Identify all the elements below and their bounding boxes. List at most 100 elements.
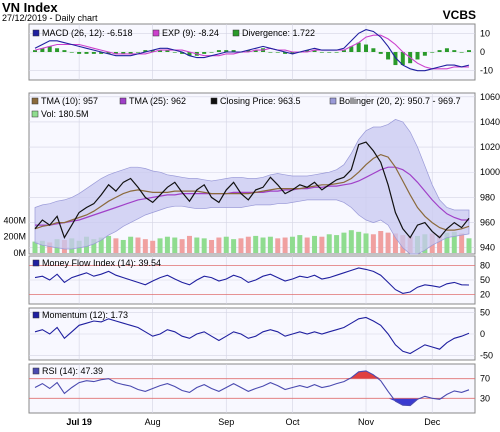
volume-bar-1 — [39, 240, 45, 253]
macd-legend-swatch-0 — [32, 29, 40, 37]
macd-div-bar-34 — [283, 52, 288, 54]
macd-div-bar-7 — [84, 52, 89, 54]
macd-div-bar-42 — [341, 50, 346, 52]
macd-div-bar-30 — [253, 50, 258, 52]
volume-bar-16 — [150, 240, 156, 253]
macd-div-bar-13 — [128, 52, 133, 54]
volume-bar-23 — [201, 238, 207, 253]
chart-title: VN Index — [2, 0, 58, 15]
macd-div-bar-55 — [437, 50, 442, 52]
macd-div-bar-24 — [209, 52, 214, 53]
macd-div-bar-10 — [106, 52, 111, 54]
macd-div-bar-44 — [356, 42, 361, 52]
macd-div-bar-37 — [305, 50, 310, 52]
volume-bar-33 — [275, 238, 281, 253]
volume-bar-41 — [334, 235, 340, 253]
x-axis-label-0: Jul 19 — [66, 417, 92, 427]
macd-div-bar-19 — [172, 52, 177, 53]
macd-div-bar-17 — [158, 50, 163, 52]
price-legend-swatch-1 — [119, 97, 127, 105]
macd-exp-line — [34, 34, 469, 70]
volume-bar-46 — [370, 234, 376, 253]
volume-bar-34 — [282, 237, 288, 253]
price-legend-swatch-4 — [31, 110, 39, 118]
x-axis-label-4: Nov — [358, 417, 375, 427]
macd-ytick-1: 0 — [480, 47, 485, 57]
x-axis-label-1: Aug — [145, 417, 161, 427]
macd-div-bar-20 — [180, 52, 185, 54]
rsi-legend-swatch — [32, 367, 40, 375]
macd-legend-label-1: EXP (9): -8.24 — [162, 28, 219, 38]
momentum-line — [34, 316, 470, 355]
mfi-ytick-2: 20 — [480, 289, 490, 299]
volume-bar-14 — [135, 237, 141, 253]
rsi-ytick-1: 30 — [480, 393, 490, 403]
macd-div-bar-1 — [40, 48, 45, 52]
volume-bar-38 — [312, 235, 318, 253]
price-legend-label-0: TMA (10): 957 — [41, 96, 98, 106]
macd-div-bar-33 — [275, 52, 280, 53]
price-legend-label-2: Closing Price: 963.5 — [220, 96, 301, 106]
volume-bar-30 — [253, 235, 259, 253]
price-legend-label-3: Bollinger (20, 2): 950.7 - 969.7 — [339, 96, 461, 106]
momentum-ytick-0: 50 — [480, 307, 490, 317]
momentum-legend-label: Momentum (12): 1.73 — [42, 310, 128, 320]
chart-date: 27/12/2019 - Daily chart — [2, 13, 98, 23]
macd-div-bar-3 — [55, 48, 60, 52]
macd-div-bar-11 — [113, 52, 118, 54]
macd-div-bar-0 — [33, 50, 37, 52]
rsi-line — [34, 370, 470, 407]
mfi-line — [34, 267, 470, 294]
price-ytick-0: 1060 — [480, 92, 500, 102]
volume-bar-11 — [113, 238, 119, 253]
volume-bar-44 — [356, 231, 362, 253]
macd-ytick-2: -10 — [480, 66, 493, 76]
macd-div-bar-9 — [99, 52, 104, 54]
macd-div-bar-43 — [349, 46, 354, 52]
price-ytick-1: 1040 — [480, 117, 500, 127]
volume-ytick-0: 400M — [3, 215, 26, 225]
price-ytick-5: 960 — [480, 218, 495, 228]
price-legend-label-4: Vol: 180.5M — [41, 109, 89, 119]
macd-div-bar-4 — [62, 50, 67, 52]
price-ytick-4: 980 — [480, 192, 495, 202]
macd-div-bar-48 — [386, 52, 391, 60]
macd-legend-label-0: MACD (26, 12): -6.518 — [42, 28, 133, 38]
macd-div-bar-49 — [393, 52, 398, 66]
macd-div-bar-40 — [327, 52, 332, 53]
macd-div-bar-18 — [165, 50, 170, 52]
macd-line — [34, 29, 470, 72]
macd-div-bar-23 — [202, 52, 207, 54]
macd-div-bar-58 — [459, 52, 464, 53]
volume-bar-8 — [91, 239, 97, 253]
price-legend-swatch-3 — [329, 97, 337, 105]
volume-bar-10 — [106, 235, 112, 253]
volume-bar-12 — [120, 239, 126, 253]
volume-bar-36 — [297, 235, 303, 253]
volume-bar-55 — [437, 235, 443, 253]
price-legend-swatch-0 — [31, 97, 39, 105]
volume-bar-28 — [238, 238, 244, 253]
volume-bar-59 — [466, 238, 472, 253]
macd-div-bar-57 — [452, 50, 457, 52]
macd-div-bar-52 — [415, 52, 420, 60]
volume-bar-40 — [326, 234, 332, 253]
macd-div-bar-54 — [430, 52, 435, 53]
volume-bar-15 — [142, 239, 148, 253]
macd-legend-swatch-1 — [152, 29, 160, 37]
volume-bar-39 — [319, 236, 325, 253]
volume-bar-37 — [304, 237, 310, 253]
volume-bar-57 — [451, 231, 457, 253]
bollinger-band — [34, 119, 470, 255]
volume-bar-21 — [186, 235, 192, 253]
volume-bar-43 — [348, 230, 354, 253]
tma10-line — [34, 153, 470, 231]
volume-bar-2 — [47, 242, 53, 253]
macd-div-bar-47 — [378, 52, 383, 54]
macd-div-bar-32 — [268, 52, 273, 53]
volume-bar-49 — [392, 233, 398, 253]
macd-div-bar-27 — [231, 50, 236, 52]
price-ytick-2: 1020 — [480, 142, 500, 152]
volume-bar-24 — [209, 239, 215, 253]
